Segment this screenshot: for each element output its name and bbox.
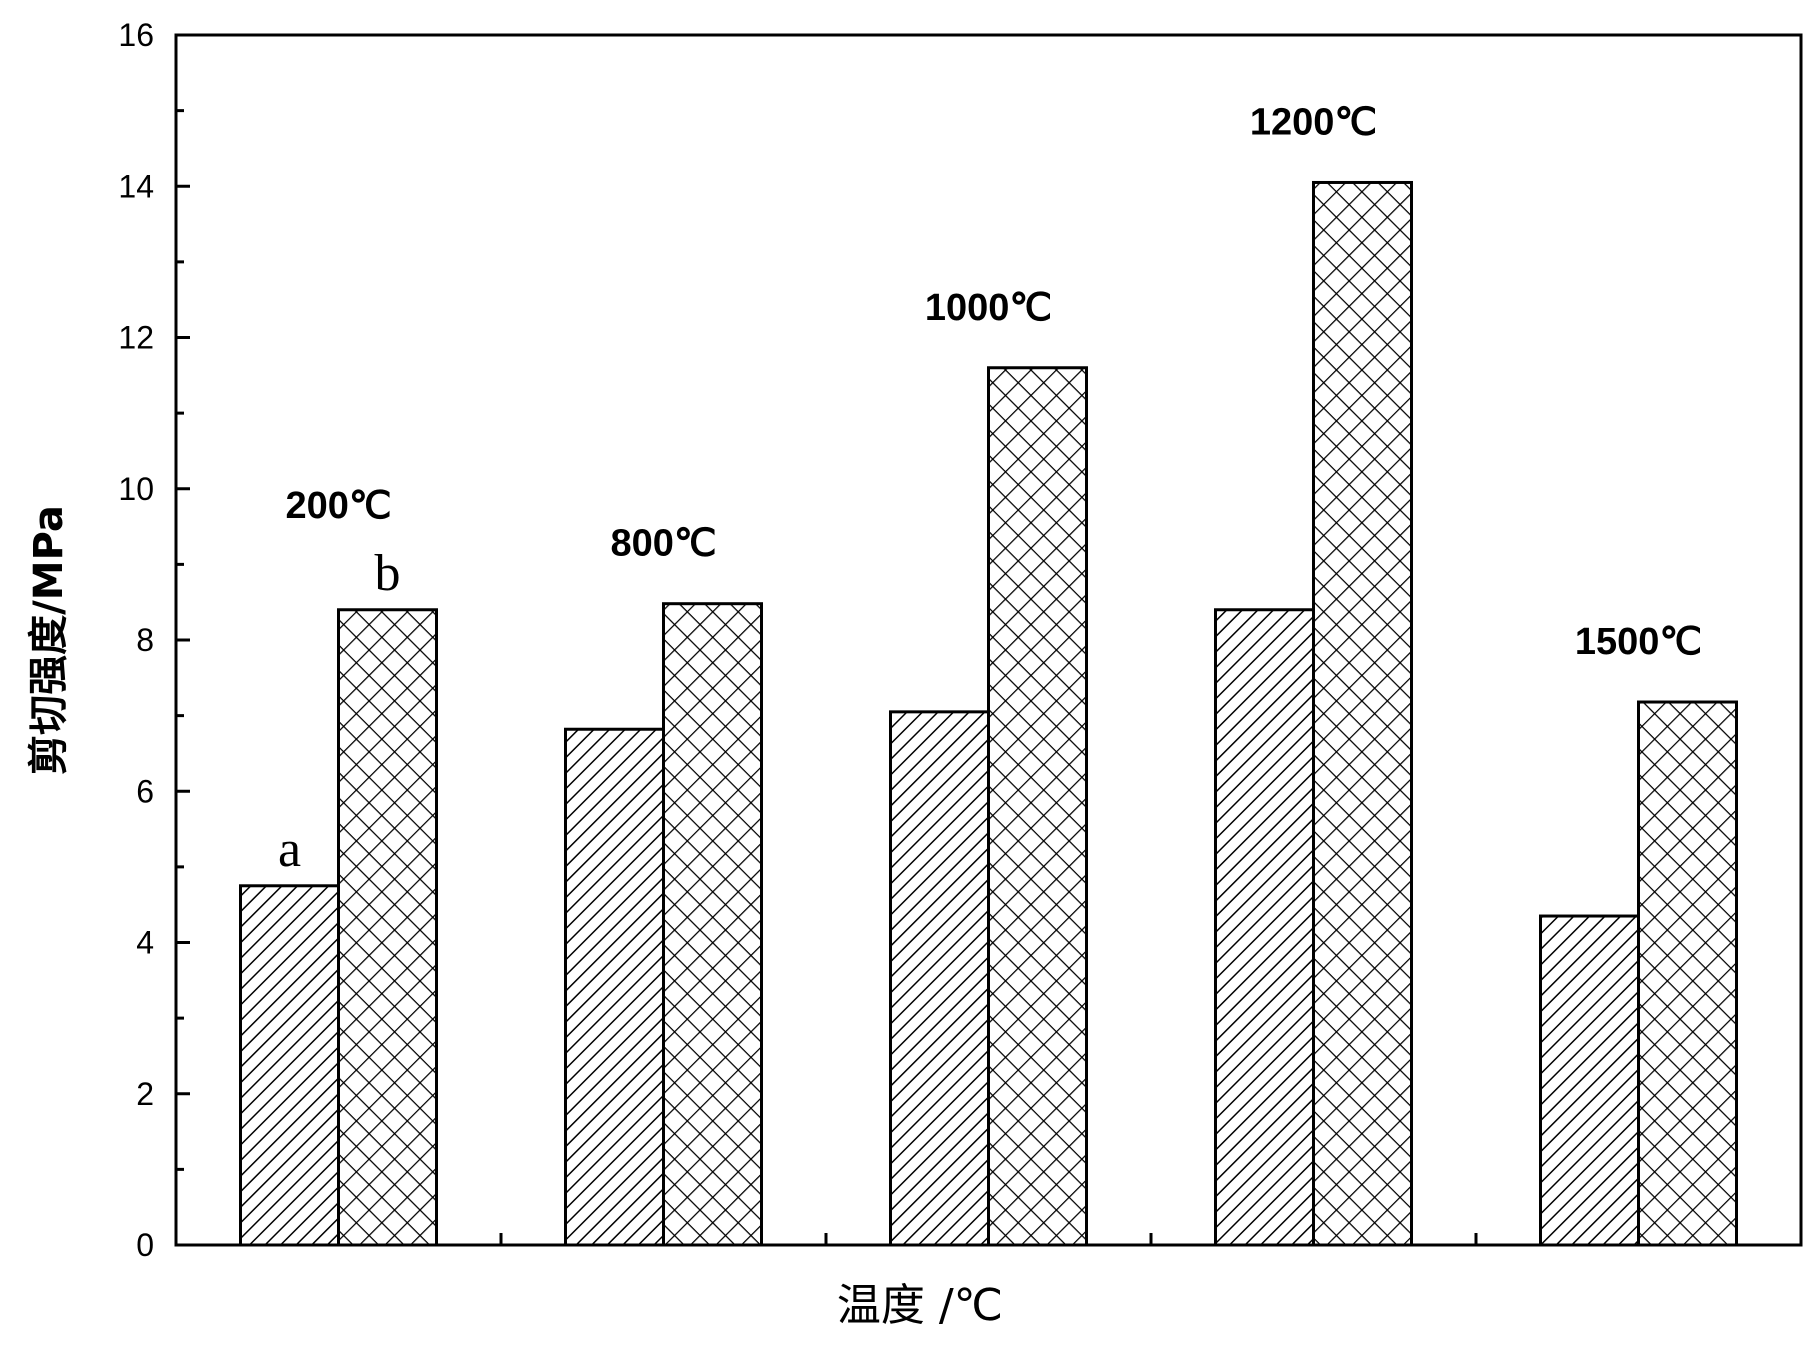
category-label: 1500℃	[1575, 621, 1702, 663]
y-tick-label: 12	[118, 320, 154, 356]
bar-b-5	[1639, 702, 1737, 1245]
series-label-a: a	[278, 821, 301, 878]
x-axis-title: 温度 /℃	[837, 1280, 1003, 1331]
bar-b-1	[339, 610, 437, 1245]
bar-a-5	[1541, 916, 1639, 1245]
y-tick-label: 14	[118, 168, 154, 204]
y-tick-label: 2	[136, 1076, 154, 1112]
category-label: 200℃	[285, 485, 391, 527]
category-label: 800℃	[610, 523, 716, 565]
series-label-b: b	[375, 545, 401, 602]
bar-b-2	[664, 604, 762, 1245]
y-axis: 0 2 4 6 8 10 12 14 16	[118, 17, 190, 1263]
y-tick-label: 4	[136, 925, 154, 961]
bar-a-3	[891, 712, 989, 1245]
bar-a-1	[241, 886, 339, 1245]
bars-layer	[241, 182, 1737, 1245]
bar-b-3	[989, 368, 1087, 1245]
y-tick-label: 16	[118, 17, 154, 53]
y-tick-label: 10	[118, 471, 154, 507]
y-tick-label: 0	[136, 1227, 154, 1263]
y-tick-label: 8	[136, 622, 154, 658]
bar-a-4	[1216, 610, 1314, 1245]
bar-b-4	[1314, 182, 1412, 1245]
category-label: 1000℃	[925, 287, 1052, 329]
y-axis-title: 剪切强度/MPa	[26, 505, 72, 775]
bar-a-2	[566, 729, 664, 1245]
category-label: 1200℃	[1250, 101, 1377, 143]
y-tick-label: 6	[136, 773, 154, 809]
